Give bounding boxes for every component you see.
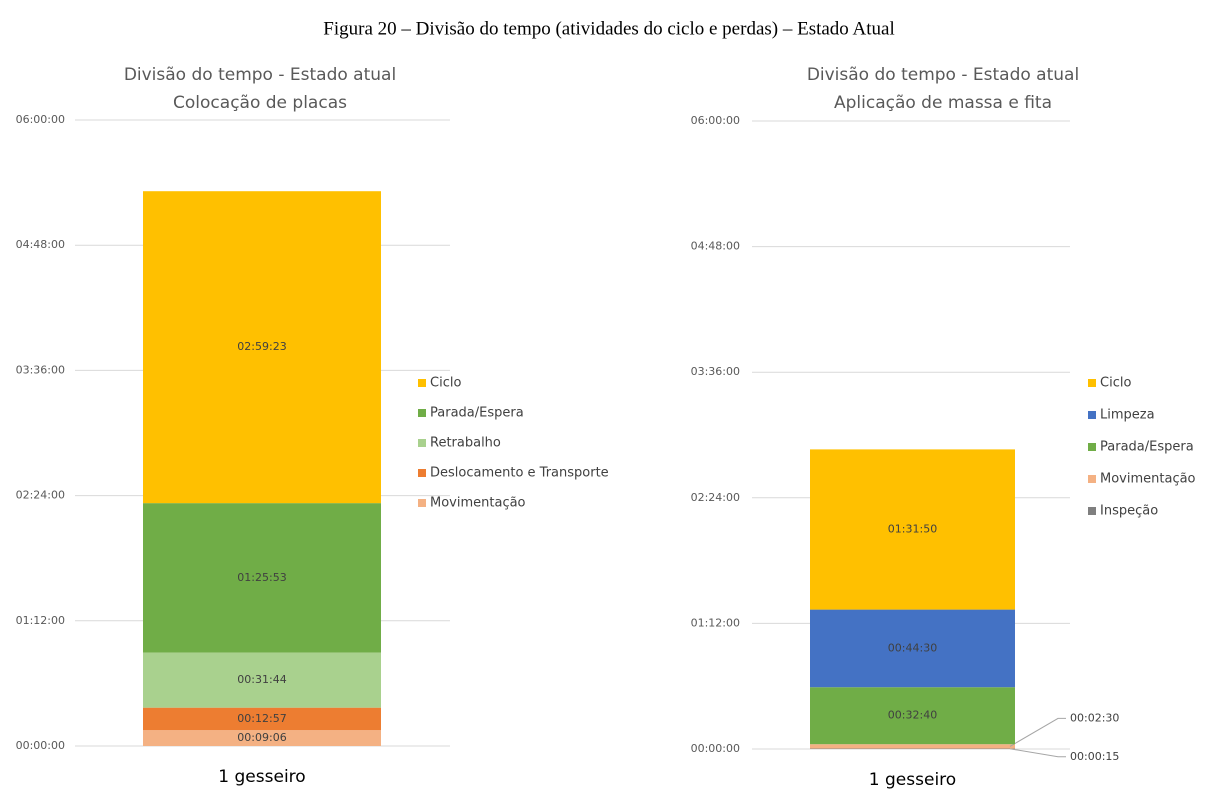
legend-swatch [418, 439, 426, 447]
data-label: 00:31:44 [237, 673, 286, 686]
legend-label: Parada/Espera [430, 406, 524, 421]
legend-label: Movimentação [1100, 472, 1196, 487]
legend-label: Deslocamento e Transporte [430, 466, 609, 481]
y-tick-label: 01:12:00 [691, 616, 740, 629]
y-tick-label: 06:00:00 [16, 113, 65, 126]
bar-segment [143, 652, 381, 708]
legend-swatch [418, 409, 426, 417]
data-label: 00:32:40 [888, 709, 937, 722]
bar-segment [143, 191, 381, 504]
leader-line [1009, 717, 1066, 747]
legend-swatch [418, 379, 426, 387]
leader-line [1009, 748, 1066, 758]
bar-segment [143, 730, 381, 746]
bar-segment [143, 503, 381, 653]
y-tick-label: 04:48:00 [691, 240, 740, 253]
legend-swatch [418, 499, 426, 507]
chart-title: Divisão do tempo - Estado atual [124, 65, 396, 85]
y-tick-label: 00:00:00 [691, 742, 740, 755]
y-tick-label: 02:24:00 [16, 489, 65, 502]
legend-label: Inspeção [1100, 504, 1158, 519]
y-tick-label: 00:00:00 [16, 739, 65, 752]
legend-label: Movimentação [430, 496, 526, 511]
bar-segment [810, 609, 1015, 688]
data-label: 00:09:06 [237, 731, 286, 744]
bar-segment [810, 687, 1015, 745]
x-tick-label: 1 gesseiro [218, 767, 305, 787]
legend-swatch [418, 469, 426, 477]
legend-label: Ciclo [1100, 376, 1131, 391]
y-tick-label: 03:36:00 [16, 363, 65, 376]
data-label: 01:31:50 [888, 522, 937, 535]
legend-label: Ciclo [430, 376, 461, 391]
y-tick-label: 01:12:00 [16, 614, 65, 627]
legend-swatch [1088, 475, 1096, 483]
bar-segment [143, 707, 381, 731]
y-tick-label: 03:36:00 [691, 365, 740, 378]
data-label: 00:12:57 [237, 712, 286, 725]
bar-segment [810, 449, 1015, 610]
legend-label: Retrabalho [430, 436, 501, 451]
data-label: 00:00:15 [1070, 750, 1119, 763]
data-label: 00:44:30 [888, 641, 937, 654]
data-label: 02:59:23 [237, 340, 286, 353]
x-tick-label: 1 gesseiro [869, 770, 956, 789]
y-tick-label: 02:24:00 [691, 491, 740, 504]
chart-title: Colocação de placas [173, 93, 347, 113]
legend-label: Limpeza [1100, 408, 1155, 423]
chart-title: Divisão do tempo - Estado atual [807, 65, 1079, 85]
y-tick-label: 04:48:00 [16, 238, 65, 251]
legend-label: Parada/Espera [1100, 440, 1194, 455]
chart-title: Aplicação de massa e fita [834, 93, 1052, 113]
bar-segment [810, 744, 1015, 749]
legend-swatch [1088, 507, 1096, 515]
legend-swatch [1088, 443, 1096, 451]
legend-swatch [1088, 411, 1096, 419]
y-tick-label: 06:00:00 [691, 114, 740, 127]
data-label: 01:25:53 [237, 571, 286, 584]
data-label: 00:02:30 [1070, 711, 1119, 724]
figure-caption: Figura 20 – Divisão do tempo (atividades… [323, 18, 894, 39]
legend-swatch [1088, 379, 1096, 387]
